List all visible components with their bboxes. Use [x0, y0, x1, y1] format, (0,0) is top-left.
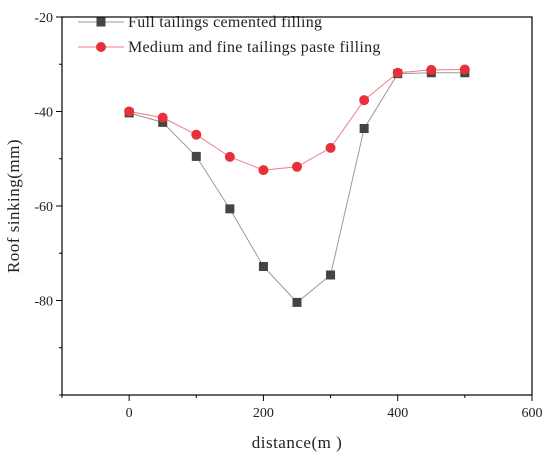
series-1	[124, 68, 470, 307]
series-2	[124, 64, 470, 176]
x-tick-label: 200	[253, 406, 274, 421]
series-group	[124, 64, 470, 307]
legend-label: Full tailings cemented filling	[128, 14, 322, 31]
data-point-circle	[392, 67, 403, 78]
data-point-circle	[124, 106, 135, 117]
data-point-circle	[292, 161, 302, 172]
series-line	[129, 68, 465, 171]
data-point-square	[292, 297, 302, 307]
data-point-circle	[191, 129, 202, 140]
data-point-circle	[157, 112, 168, 123]
data-point-square	[225, 204, 235, 214]
x-tick-label: 400	[387, 406, 408, 421]
data-point-circle	[258, 165, 269, 176]
y-tick-label: -20	[34, 11, 53, 26]
legend-marker-circle	[96, 42, 106, 52]
data-point-circle	[224, 151, 235, 162]
y-tick-label: -40	[34, 106, 53, 121]
legend: Full tailings cemented filling Medium and…	[78, 14, 381, 56]
legend-label: Medium and fine tailings paste filling	[128, 39, 381, 56]
data-point-square	[359, 124, 369, 134]
series-line	[129, 72, 465, 304]
x-axis-title: distance(m )	[252, 433, 343, 452]
data-point-circle	[325, 142, 336, 153]
axis-ticks: 0 200 400 600 -80 -60 -40 -20	[34, 11, 542, 421]
data-point-circle	[459, 64, 470, 75]
y-tick-label: -60	[34, 200, 53, 215]
x-tick-label: 600	[522, 406, 543, 421]
data-point-circle	[426, 64, 437, 75]
x-tick-label: 0	[126, 406, 133, 421]
y-tick-label: -80	[34, 295, 53, 310]
data-point-square	[326, 270, 336, 280]
y-axis-title: Roof sinking(mm)	[4, 139, 23, 273]
data-point-square	[191, 151, 201, 161]
data-point-circle	[359, 95, 370, 106]
data-point-square	[258, 261, 268, 271]
legend-marker-square	[96, 17, 106, 27]
